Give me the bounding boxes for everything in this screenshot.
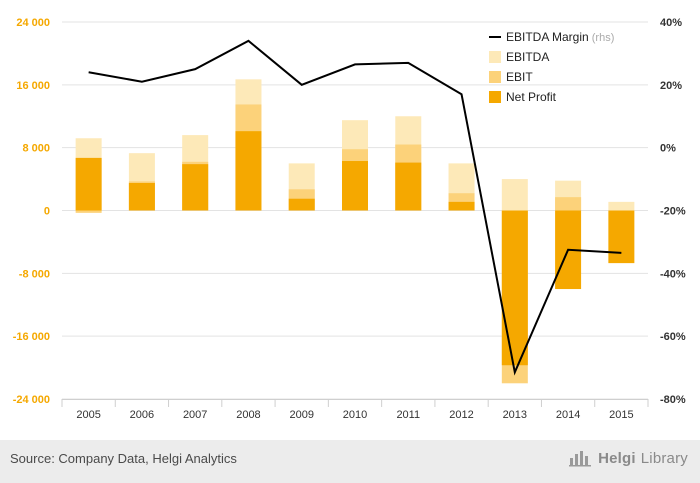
bar-ebit [75, 210, 102, 213]
bar-net-profit [448, 201, 475, 211]
left-tick-label: 24 000 [16, 17, 50, 29]
brand-name-bold: Helgi [598, 449, 636, 467]
source-text: Source: Company Data, Helgi Analytics [10, 451, 237, 466]
combo-chart: 24 000 16 000 8 000 0 -8 000 -16 000 -24 000 4… [13, 17, 686, 421]
legend-swatch-net-profit [489, 91, 501, 103]
bar-net-profit [342, 161, 368, 211]
x-tick-label: 2014 [556, 409, 580, 421]
legend-label-net-profit: Net Profit [506, 90, 557, 104]
bar-net-profit [288, 198, 315, 211]
x-axis: 2005 2006 2007 2008 2009 2010 2011 2012 2013 2014… [61, 399, 649, 421]
bar-net-profit [501, 210, 528, 366]
bar-ebit [555, 197, 582, 211]
right-tick-label: -40% [660, 268, 686, 280]
right-tick-label: -20% [660, 206, 686, 218]
footer: Source: Company Data, Helgi Analytics He… [0, 440, 700, 483]
legend-rhs-suffix: (rhs) [589, 32, 615, 44]
right-tick-label: 0% [660, 143, 676, 155]
bar-net-profit [75, 157, 102, 211]
x-tick-label: 2013 [503, 409, 527, 421]
left-tick-label: 16 000 [16, 80, 50, 92]
x-tick-label: 2011 [396, 409, 420, 421]
x-tick-label: 2012 [449, 409, 473, 421]
bar-chart-logo-icon [569, 451, 592, 467]
right-tick-label: -60% [660, 331, 686, 343]
x-tick-label: 2006 [130, 409, 154, 421]
left-tick-label: -16 000 [13, 331, 50, 343]
brand-name-light: Library [640, 449, 688, 467]
left-axis: 24 000 16 000 8 000 0 -8 000 -16 000 -24 000 [13, 17, 50, 406]
legend: EBITDA Margin (rhs) EBITDA EBIT Net Profit [489, 30, 614, 104]
x-tick-label: 2008 [236, 409, 260, 421]
bar-net-profit [182, 164, 209, 211]
brand-logo[interactable]: Helgi Library [569, 449, 688, 467]
right-axis: 40% 20% 0% -20% -40% -60% -80% [660, 17, 686, 406]
left-tick-label: -24 000 [13, 394, 50, 406]
legend-label-ebitda-margin: EBITDA Margin (rhs) [506, 30, 614, 44]
right-tick-label: 20% [660, 80, 682, 92]
legend-label-ebit: EBIT [506, 70, 533, 84]
right-tick-label: -80% [660, 394, 686, 406]
bar-net-profit [608, 210, 635, 264]
left-tick-label: -8 000 [19, 268, 50, 280]
left-tick-label: 0 [44, 206, 50, 218]
x-tick-label: 2007 [183, 409, 207, 421]
margin-line [88, 39, 622, 376]
right-tick-label: 40% [660, 17, 682, 29]
legend-swatch-ebit [489, 71, 501, 83]
bar-net-profit [128, 183, 155, 211]
bar-ebitda [608, 201, 635, 211]
x-tick-label: 2005 [76, 409, 100, 421]
x-tick-label: 2009 [289, 409, 313, 421]
bar-net-profit [235, 131, 262, 211]
x-tick-label: 2010 [343, 409, 367, 421]
bar-net-profit [395, 162, 422, 211]
legend-swatch-ebitda [489, 51, 501, 63]
legend-label-ebitda: EBITDA [506, 50, 549, 64]
x-tick-label: 2015 [609, 409, 633, 421]
left-tick-label: 8 000 [22, 143, 50, 155]
bars [75, 79, 635, 384]
bar-ebitda [501, 179, 528, 211]
